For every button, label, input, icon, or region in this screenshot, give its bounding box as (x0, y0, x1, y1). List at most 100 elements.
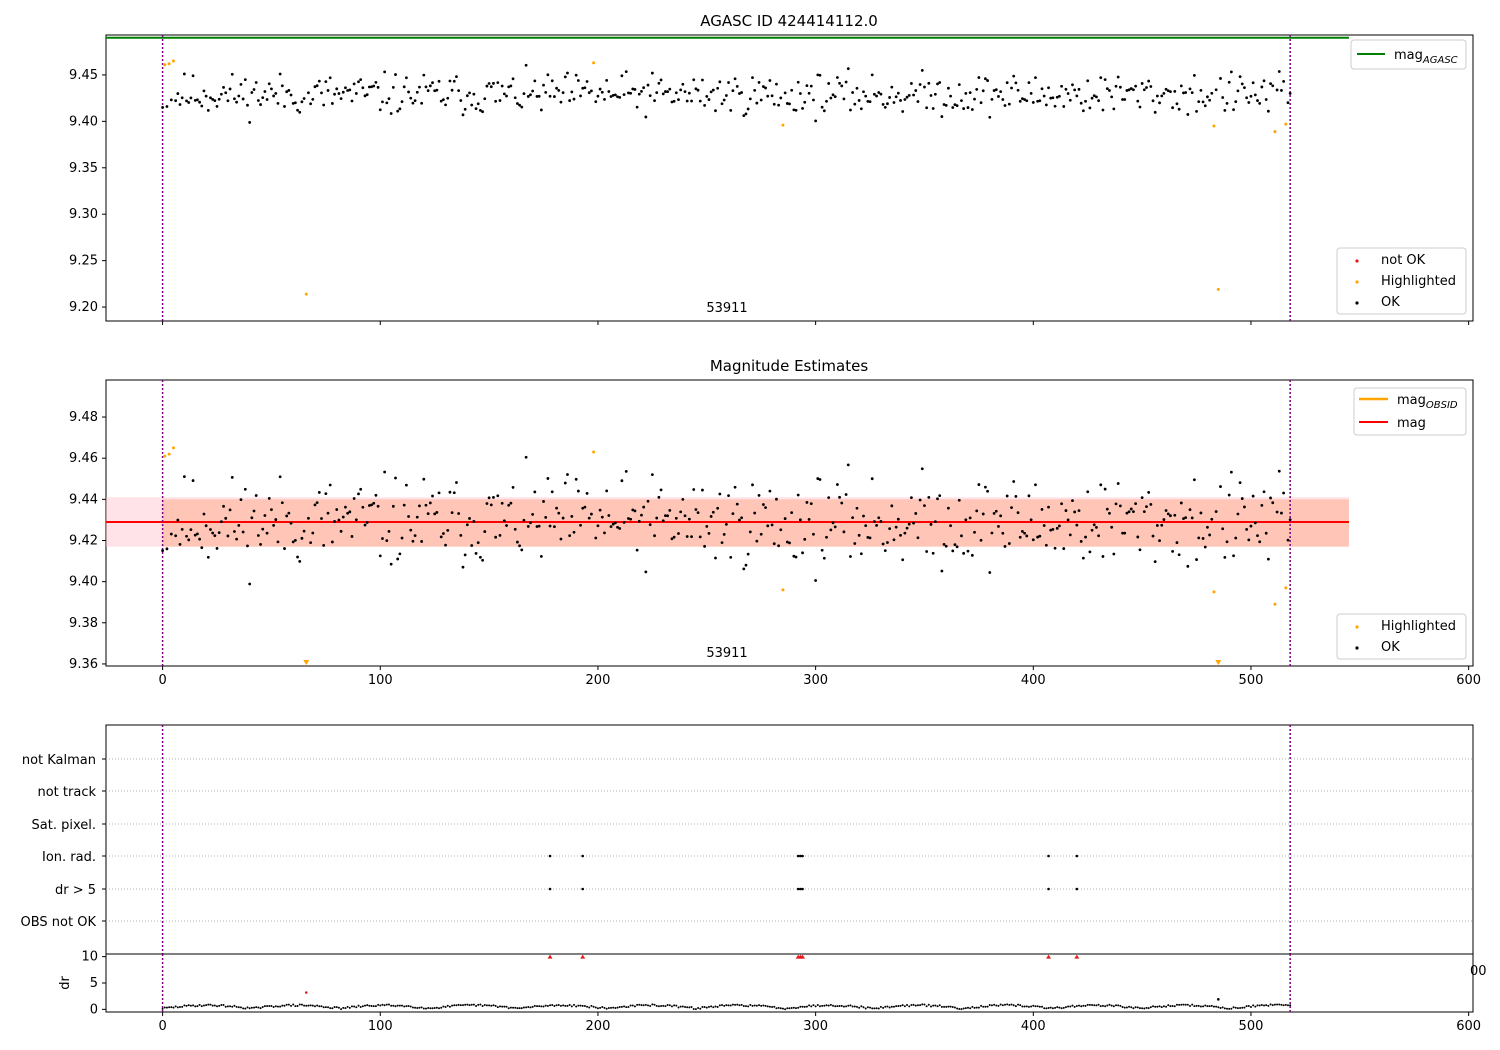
legend-marker (1355, 646, 1359, 650)
dr-point (751, 1004, 754, 1007)
ok-point (291, 102, 295, 105)
dr-point (1110, 1004, 1113, 1007)
dr-point (805, 1005, 808, 1008)
ok-point (1188, 87, 1192, 91)
dr-point (742, 1004, 745, 1007)
ok-point (474, 107, 478, 111)
ok-point (1247, 538, 1251, 542)
dr-point (1278, 1003, 1281, 1006)
dr-point (1058, 1006, 1061, 1009)
ok-point (805, 501, 809, 504)
dr-point (290, 1004, 293, 1007)
dr-point (398, 1004, 401, 1007)
ok-point (322, 543, 326, 547)
y-tick-label: 9.35 (69, 161, 98, 176)
ok-point (835, 76, 839, 79)
ok-point (1177, 553, 1181, 557)
ok-point (1092, 94, 1096, 98)
dr-point (1012, 1004, 1015, 1007)
ok-point (219, 92, 223, 96)
ok-point (191, 479, 195, 482)
ok-point (1110, 525, 1114, 529)
ok-point (942, 542, 946, 546)
ok-point (1012, 74, 1016, 78)
ok-point (979, 101, 983, 105)
ok-point (400, 100, 404, 104)
dr-point (725, 1004, 728, 1007)
ok-point (1232, 108, 1235, 112)
ok-point (855, 506, 859, 510)
ok-point (866, 535, 870, 539)
dr-point (969, 1007, 972, 1010)
dr-point (603, 1006, 606, 1009)
ok-point (1081, 109, 1085, 113)
flag-point (799, 887, 802, 891)
ok-point (951, 549, 955, 553)
ok-point (566, 71, 569, 75)
ok-point (938, 81, 942, 84)
ok-point (944, 103, 948, 107)
ok-point (1053, 104, 1057, 108)
dr-point (492, 1004, 495, 1007)
ok-point (550, 490, 554, 494)
dr-point (1234, 1006, 1237, 1009)
dr-point (1121, 1005, 1124, 1008)
dr-point (821, 1004, 824, 1007)
ok-point (716, 506, 720, 510)
ok-point (1155, 524, 1159, 527)
ok-point (1103, 487, 1107, 491)
ok-point (398, 552, 402, 556)
ok-point (633, 509, 637, 513)
ok-point (792, 554, 796, 558)
ok-point (1103, 78, 1107, 81)
dr-point (531, 1005, 534, 1008)
ok-point (820, 548, 824, 552)
ok-point (204, 524, 208, 528)
ok-point (927, 81, 931, 85)
ok-point (1127, 510, 1131, 514)
ok-point (751, 483, 754, 487)
ok-point (559, 100, 563, 104)
dr-point (549, 1004, 552, 1007)
dr-point (570, 1005, 573, 1008)
dr-point (1191, 1003, 1194, 1006)
ok-point (629, 91, 632, 95)
x-tick-label: 500 (1239, 1019, 1264, 1034)
ok-point (418, 504, 421, 508)
ok-point (644, 570, 648, 574)
ok-point (511, 485, 515, 489)
ok-point (283, 547, 286, 550)
dr-point (555, 1004, 558, 1007)
dr-point (910, 1003, 913, 1006)
ok-point (509, 501, 513, 505)
ok-point (1251, 81, 1255, 85)
ok-point (716, 86, 720, 90)
ok-point (785, 102, 789, 105)
ok-point (631, 87, 635, 91)
flag-point (1047, 854, 1050, 858)
ok-point (1003, 545, 1007, 548)
y-tick-label: 10 (81, 950, 98, 965)
ok-point (657, 81, 661, 85)
dr-point (1193, 1005, 1196, 1008)
ok-point (182, 72, 186, 76)
ok-point (851, 91, 855, 94)
ok-point (1186, 113, 1190, 116)
ok-point (344, 86, 347, 90)
ok-point (283, 105, 286, 108)
ok-point (905, 95, 909, 99)
ok-point (1068, 533, 1072, 537)
highlighted-point (781, 588, 785, 592)
ok-point (230, 475, 234, 479)
highlighted-point (171, 59, 175, 63)
ok-point (984, 77, 987, 81)
ok-point (1249, 524, 1253, 528)
dr-point (207, 1003, 210, 1006)
ok-point (465, 523, 469, 527)
ok-point (276, 102, 280, 105)
ok-point (918, 498, 922, 502)
ok-point (387, 97, 391, 101)
ok-point (418, 85, 421, 89)
ok-point (1280, 89, 1283, 92)
ok-point (970, 108, 974, 111)
